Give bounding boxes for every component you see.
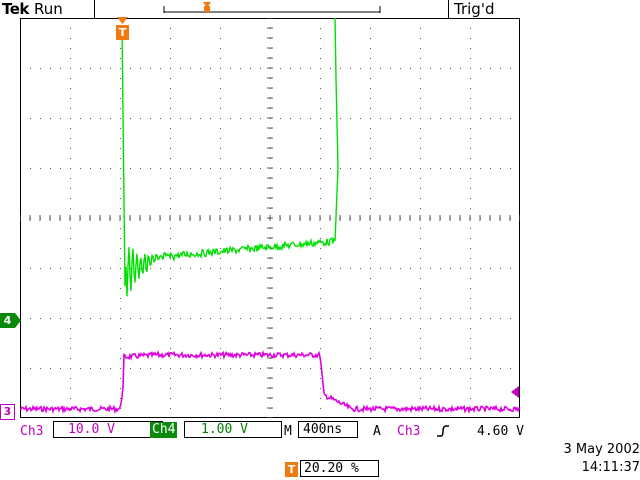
- date: 3 May 2002: [563, 442, 640, 457]
- trigger-level[interactable]: 4.60 V: [477, 424, 524, 439]
- trigger-arrow-icon: [117, 17, 128, 24]
- trigger-status: Trig'd: [454, 0, 495, 18]
- trigger-level-arrow-icon[interactable]: [511, 386, 519, 398]
- status-bar: Tek Run Trig'd: [0, 0, 640, 18]
- ch3-trace: [20, 349, 520, 415]
- acquisition-status: Run: [34, 0, 63, 18]
- record-position-bar: [163, 2, 381, 13]
- ch3-scale[interactable]: 10.0 V: [53, 421, 163, 438]
- ch4-scale[interactable]: 1.00 V: [184, 421, 282, 438]
- trigger-source[interactable]: Ch3: [397, 424, 421, 439]
- rising-edge-icon: [437, 425, 449, 437]
- status-divider: [94, 0, 95, 18]
- ch3-label: Ch3: [20, 424, 44, 439]
- ch4-label: Ch4: [150, 422, 178, 438]
- center-ticks: [20, 18, 520, 418]
- brand-logo: Tek: [2, 0, 29, 18]
- trigger-mode: A: [373, 424, 381, 439]
- ch3-ground-marker[interactable]: 3: [0, 404, 15, 420]
- status-divider: [448, 0, 449, 18]
- readout-panel: Ch3 10.0 V Ch4 1.00 V M 400ns A Ch3 4.60…: [0, 420, 640, 480]
- ch4-ground-marker[interactable]: 4: [0, 313, 15, 328]
- trigger-position[interactable]: 20.20 %: [300, 460, 379, 477]
- trigger-time-marker[interactable]: T: [116, 17, 129, 41]
- timebase-value[interactable]: 400ns: [298, 421, 358, 438]
- timebase-label: M: [284, 424, 292, 439]
- ch4-marker-arrow-icon: [15, 313, 21, 328]
- time: 14:11:37: [581, 460, 640, 475]
- ch4-trace: [121, 18, 339, 297]
- waveform-display[interactable]: [20, 18, 520, 418]
- trigger-position-icon: T: [285, 462, 298, 477]
